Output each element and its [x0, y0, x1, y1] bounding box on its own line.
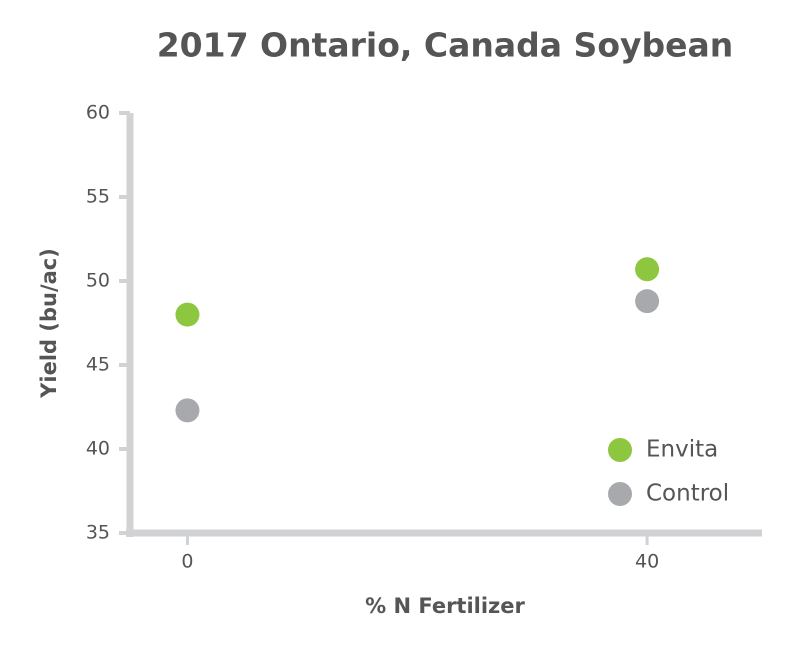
- y-tick-label: 55: [86, 186, 110, 208]
- y-axis-label: Yield (bu/ac): [37, 248, 61, 399]
- legend-marker: [608, 438, 632, 462]
- y-tick-label: 50: [86, 270, 110, 292]
- data-point: [175, 398, 200, 423]
- legend-label: Envita: [646, 437, 718, 463]
- x-tick-label: 40: [635, 551, 659, 573]
- data-point: [635, 289, 660, 314]
- y-tick-label: 60: [86, 102, 110, 124]
- legend-marker: [608, 482, 632, 506]
- y-tick-label: 40: [86, 438, 110, 460]
- chart-title: 2017 Ontario, Canada Soybean: [157, 26, 734, 65]
- legend-label: Control: [646, 481, 729, 507]
- y-tick-label: 45: [86, 354, 110, 376]
- data-point: [175, 302, 200, 327]
- data-point: [635, 257, 660, 282]
- y-tick-label: 35: [86, 522, 110, 544]
- x-tick-label: 0: [181, 551, 193, 573]
- x-axis-label: % N Fertilizer: [365, 594, 525, 618]
